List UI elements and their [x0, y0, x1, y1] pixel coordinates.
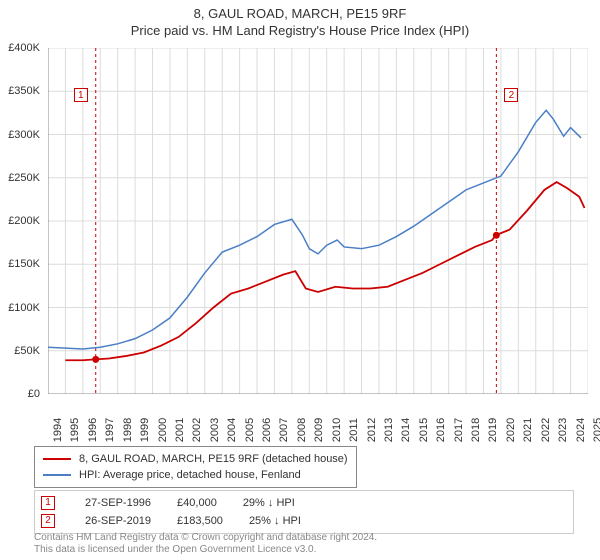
x-tick-label: 1996 — [87, 418, 99, 442]
x-tick-label: 2020 — [505, 418, 517, 442]
y-tick-label: £400K — [8, 42, 40, 54]
title-line-1: 8, GAUL ROAD, MARCH, PE15 9RF — [0, 6, 600, 21]
x-tick-label: 2023 — [557, 418, 569, 442]
x-tick-label: 2019 — [487, 418, 499, 442]
footer: Contains HM Land Registry data © Crown c… — [34, 532, 377, 556]
legend: 8, GAUL ROAD, MARCH, PE15 9RF (detached … — [34, 446, 357, 488]
x-tick-label: 2017 — [453, 418, 465, 442]
marker-delta-1: 29% ↓ HPI — [243, 494, 295, 512]
x-tick-label: 2004 — [226, 418, 238, 442]
chart-marker-2: 2 — [504, 88, 518, 102]
marker-box-2: 2 — [41, 514, 55, 528]
x-axis-labels: 1994 1995 1996 1997 1998 1999 2000 2001 2002 2003… — [48, 396, 588, 450]
x-tick-label: 2012 — [366, 418, 378, 442]
x-tick-label: 2001 — [174, 418, 186, 442]
x-tick-label: 2007 — [278, 418, 290, 442]
x-tick-label: 1998 — [122, 418, 134, 442]
legend-swatch-1 — [43, 458, 71, 460]
y-tick-label: £350K — [8, 85, 40, 97]
x-tick-label: 1999 — [139, 418, 151, 442]
x-tick-label: 2008 — [296, 418, 308, 442]
y-tick-label: £250K — [8, 172, 40, 184]
marker-row-2: 2 26-SEP-2019 £183,500 25% ↓ HPI — [41, 512, 567, 530]
x-tick-label: 2015 — [418, 418, 430, 442]
footer-line-2: This data is licensed under the Open Gov… — [34, 544, 377, 556]
titles: 8, GAUL ROAD, MARCH, PE15 9RF Price paid… — [0, 0, 600, 38]
x-tick-label: 1995 — [69, 418, 81, 442]
x-tick-label: 2011 — [348, 418, 360, 442]
y-tick-label: £200K — [8, 215, 40, 227]
marker-price-2: £183,500 — [177, 512, 223, 530]
x-tick-label: 2006 — [261, 418, 273, 442]
x-tick-label: 2013 — [383, 418, 395, 442]
marker-date-2: 26-SEP-2019 — [85, 512, 151, 530]
x-tick-label: 2014 — [400, 418, 412, 442]
legend-row-2: HPI: Average price, detached house, Fenl… — [43, 467, 348, 483]
y-tick-label: £150K — [8, 258, 40, 270]
x-tick-label: 2016 — [435, 418, 447, 442]
x-tick-label: 2009 — [313, 418, 325, 442]
y-tick-label: £50K — [14, 345, 40, 357]
x-tick-label: 2002 — [191, 418, 203, 442]
marker-box-1: 1 — [41, 496, 55, 510]
legend-swatch-2 — [43, 474, 71, 476]
footer-line-1: Contains HM Land Registry data © Crown c… — [34, 532, 377, 544]
x-tick-label: 1997 — [104, 418, 116, 442]
chart-container: 8, GAUL ROAD, MARCH, PE15 9RF Price paid… — [0, 0, 600, 560]
markers-table: 1 27-SEP-1996 £40,000 29% ↓ HPI 2 26-SEP… — [34, 490, 574, 534]
x-tick-label: 2005 — [244, 418, 256, 442]
legend-label-1: 8, GAUL ROAD, MARCH, PE15 9RF (detached … — [79, 451, 348, 467]
marker-price-1: £40,000 — [177, 494, 217, 512]
chart-marker-1: 1 — [74, 88, 88, 102]
x-tick-label: 2025 — [592, 418, 600, 442]
marker-delta-2: 25% ↓ HPI — [249, 512, 301, 530]
x-tick-label: 2018 — [470, 418, 482, 442]
x-tick-label: 2024 — [575, 418, 587, 442]
y-tick-label: £0 — [28, 388, 40, 400]
x-tick-label: 2000 — [157, 418, 169, 442]
x-tick-label: 2021 — [522, 418, 534, 442]
x-tick-label: 2010 — [331, 418, 343, 442]
legend-label-2: HPI: Average price, detached house, Fenl… — [79, 467, 301, 483]
chart-area: 12 — [48, 48, 588, 394]
legend-row-1: 8, GAUL ROAD, MARCH, PE15 9RF (detached … — [43, 451, 348, 467]
y-tick-label: £100K — [8, 302, 40, 314]
marker-row-1: 1 27-SEP-1996 £40,000 29% ↓ HPI — [41, 494, 567, 512]
y-axis-labels: £0£50K£100K£150K£200K£250K£300K£350K£400… — [0, 48, 44, 394]
x-tick-label: 2003 — [209, 418, 221, 442]
marker-date-1: 27-SEP-1996 — [85, 494, 151, 512]
x-tick-label: 1994 — [52, 418, 64, 442]
y-tick-label: £300K — [8, 129, 40, 141]
title-line-2: Price paid vs. HM Land Registry's House … — [0, 23, 600, 38]
x-tick-label: 2022 — [540, 418, 552, 442]
